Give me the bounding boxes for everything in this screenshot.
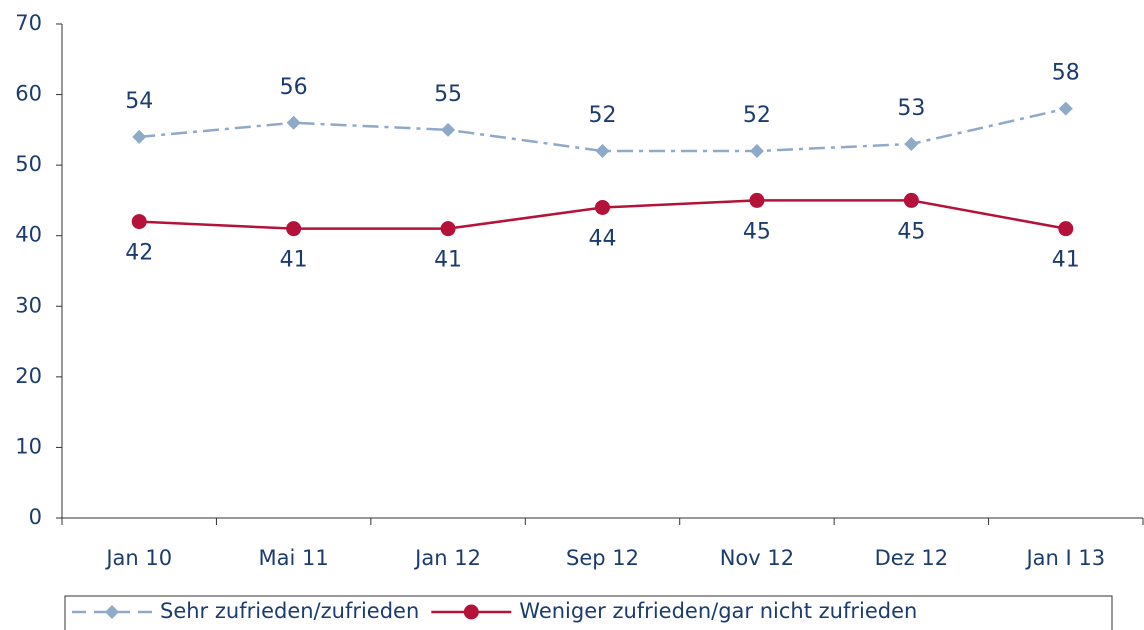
data-label: 56 xyxy=(280,75,308,100)
y-tick-label: 50 xyxy=(15,152,42,176)
data-label: 52 xyxy=(589,103,617,128)
legend-marker xyxy=(105,605,119,619)
y-tick-label: 10 xyxy=(15,434,42,458)
point xyxy=(749,144,764,159)
y-tick-label: 60 xyxy=(15,82,42,106)
data-label: 41 xyxy=(1052,248,1080,273)
x-tick-label: Jan 10 xyxy=(104,546,172,570)
legend-label: Sehr zufrieden/zufrieden xyxy=(160,599,419,623)
point xyxy=(1058,101,1073,116)
point xyxy=(595,199,610,215)
legend-box xyxy=(64,595,1113,630)
y-tick-label: 30 xyxy=(15,293,42,317)
legend-label: Weniger zufrieden/gar nicht zufrieden xyxy=(519,599,917,623)
data-label: 53 xyxy=(897,96,925,121)
point xyxy=(903,192,919,208)
y-tick-label: 40 xyxy=(15,223,42,247)
point xyxy=(286,221,302,237)
data-label: 45 xyxy=(897,219,925,244)
data-label: 41 xyxy=(280,248,308,273)
legend-marker xyxy=(463,604,479,620)
point xyxy=(441,122,456,137)
point xyxy=(132,129,147,144)
point xyxy=(1058,221,1074,237)
data-label: 41 xyxy=(434,248,462,273)
y-tick-label: 70 xyxy=(15,11,42,35)
data-label: 45 xyxy=(743,219,771,244)
x-tick-label: Mai 11 xyxy=(259,546,329,570)
point xyxy=(131,214,147,230)
x-tick-label: Sep 12 xyxy=(566,546,639,570)
data-label: 44 xyxy=(589,226,617,251)
point xyxy=(286,115,301,130)
y-tick-label: 20 xyxy=(15,364,42,388)
data-label: 55 xyxy=(434,82,462,107)
x-tick-label: Nov 12 xyxy=(720,546,794,570)
point xyxy=(595,144,610,159)
point xyxy=(749,192,765,208)
x-tick-label: Dez 12 xyxy=(875,546,949,570)
data-label: 42 xyxy=(125,241,153,266)
point xyxy=(440,221,456,237)
data-label: 54 xyxy=(125,89,153,114)
x-tick-label: Jan 12 xyxy=(413,546,481,570)
point xyxy=(904,136,919,151)
data-label: 58 xyxy=(1052,61,1080,86)
x-tick-label: Jan I 13 xyxy=(1024,546,1105,570)
y-tick-label: 0 xyxy=(29,505,42,529)
data-label: 52 xyxy=(743,103,771,128)
